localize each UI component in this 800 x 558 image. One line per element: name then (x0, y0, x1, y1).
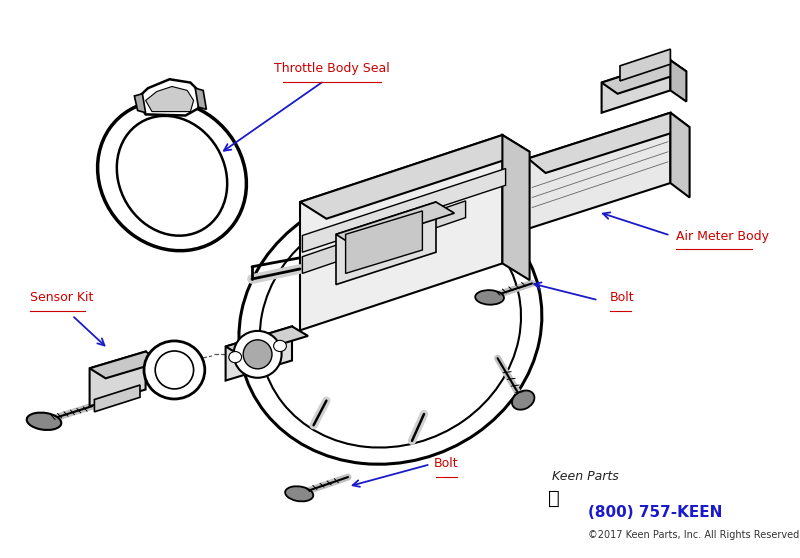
Ellipse shape (260, 205, 521, 448)
Text: ©2017 Keen Parts, Inc. All Rights Reserved: ©2017 Keen Parts, Inc. All Rights Reserv… (588, 530, 799, 540)
Ellipse shape (155, 351, 194, 389)
Polygon shape (226, 326, 308, 356)
Ellipse shape (229, 352, 242, 363)
Polygon shape (528, 113, 670, 229)
Text: Bolt: Bolt (610, 291, 634, 304)
Text: (800) 757-KEEN: (800) 757-KEEN (588, 505, 722, 520)
Polygon shape (226, 326, 292, 381)
Ellipse shape (239, 189, 542, 464)
Text: Air Meter Body: Air Meter Body (676, 230, 769, 243)
Polygon shape (670, 113, 690, 198)
Polygon shape (302, 169, 506, 252)
Polygon shape (300, 135, 530, 219)
Ellipse shape (98, 101, 246, 251)
Polygon shape (90, 352, 146, 406)
Text: Keen Parts: Keen Parts (552, 470, 618, 483)
Polygon shape (336, 202, 454, 246)
Polygon shape (300, 135, 502, 330)
Ellipse shape (234, 331, 282, 378)
Text: Sensor Kit: Sensor Kit (30, 291, 94, 304)
Ellipse shape (512, 391, 534, 410)
Ellipse shape (475, 290, 504, 305)
Polygon shape (602, 60, 670, 113)
Ellipse shape (26, 412, 62, 430)
Ellipse shape (274, 340, 286, 352)
Text: Bolt: Bolt (434, 457, 458, 470)
Ellipse shape (144, 341, 205, 399)
Polygon shape (528, 113, 690, 173)
Ellipse shape (285, 486, 314, 502)
Polygon shape (90, 352, 162, 378)
Polygon shape (136, 79, 202, 116)
Polygon shape (302, 201, 466, 273)
Polygon shape (346, 211, 422, 273)
Polygon shape (620, 49, 670, 81)
Polygon shape (336, 202, 436, 285)
Polygon shape (146, 86, 194, 112)
Polygon shape (502, 135, 530, 280)
Polygon shape (134, 94, 146, 113)
Polygon shape (195, 88, 206, 109)
Polygon shape (94, 385, 140, 412)
Polygon shape (670, 60, 686, 102)
Text: Throttle Body Seal: Throttle Body Seal (274, 62, 390, 75)
Polygon shape (602, 60, 686, 94)
Ellipse shape (243, 340, 272, 369)
Text: 🚗: 🚗 (548, 489, 560, 508)
Ellipse shape (117, 116, 227, 235)
